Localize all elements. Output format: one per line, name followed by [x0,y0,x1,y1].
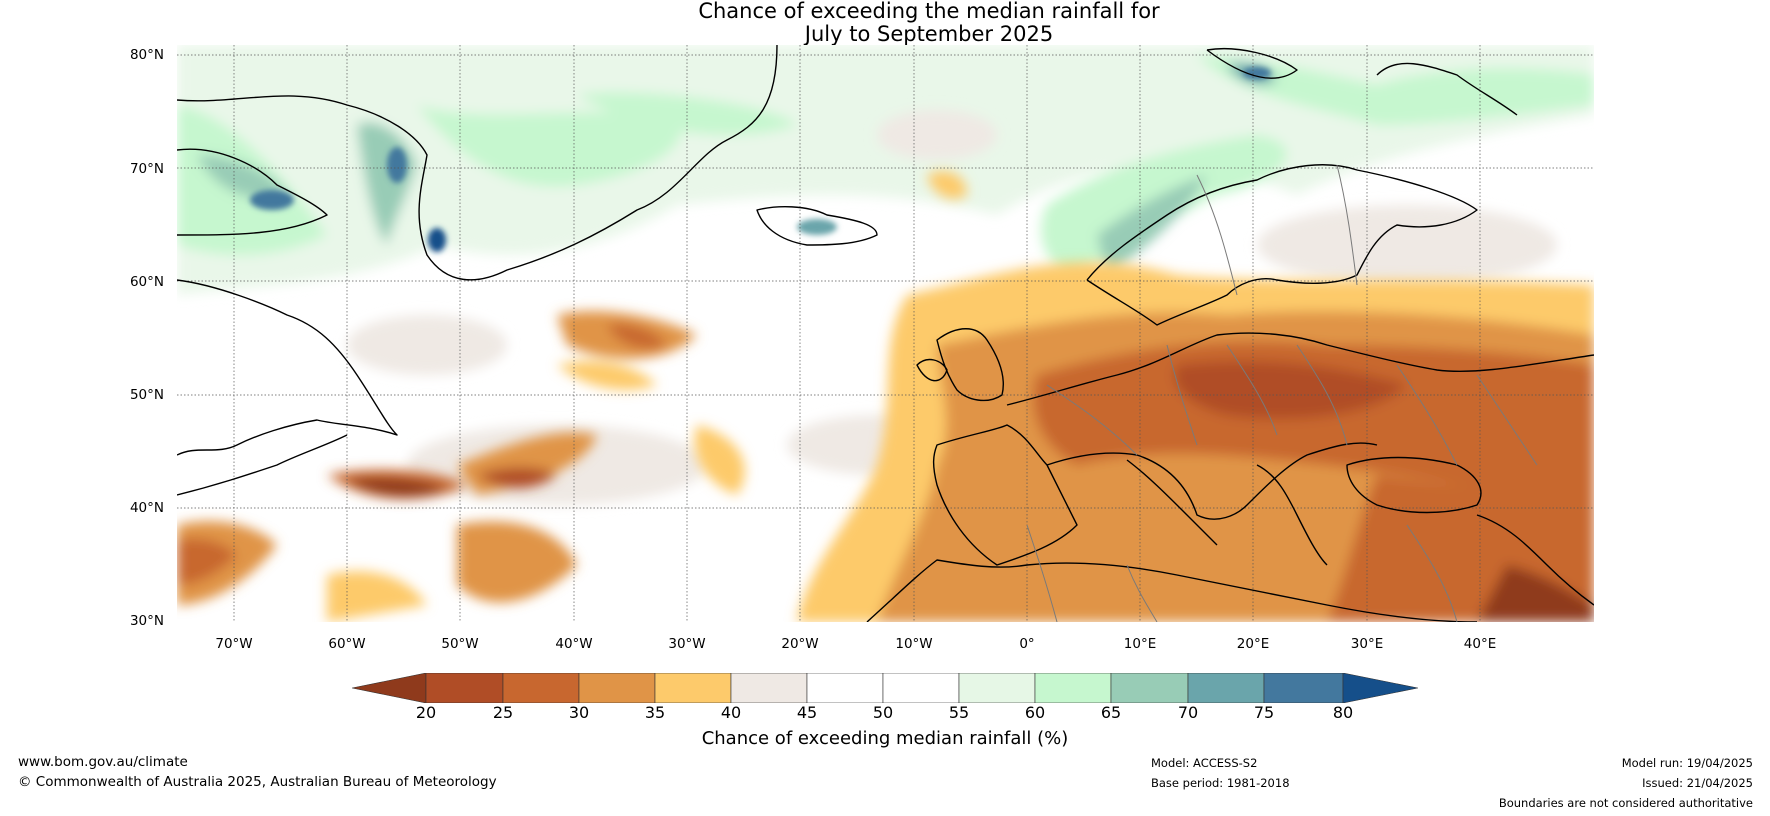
colorbar-tick: 65 [1100,703,1122,722]
colorbar-tick: 75 [1253,703,1275,722]
lon-label-20e: 20°E [1236,636,1270,652]
colorbar-segment [1187,673,1265,703]
colorbar-tick: 55 [948,703,970,722]
colorbar-segment [502,673,580,703]
colorbar-tick: 50 [872,703,894,722]
colorbar-segment [425,673,504,703]
lon-label-40e: 40°E [1463,636,1497,652]
lon-label-30w: 30°W [668,636,706,652]
lat-label-80n: 80°N [129,47,164,63]
model-run-date: Model run: 19/04/2025 [1621,756,1753,770]
colorbar-segment [1263,673,1344,703]
boundaries-disclaimer: Boundaries are not considered authoritat… [1498,796,1753,810]
colorbar-segment [958,673,1036,703]
colorbar-tick: 45 [796,703,818,722]
national-borders [1026,164,1538,622]
colorbar-tick: 25 [492,703,514,722]
colorbar-tick: 40 [720,703,742,722]
colorbar-tick: 70 [1177,703,1199,722]
model-info: Model: ACCESS-S2 [1151,756,1258,770]
wet-signal-areas [177,45,1594,295]
lon-label-10w: 10°W [895,636,933,652]
coastlines [177,45,1594,622]
base-period-info: Base period: 1981-2018 [1151,776,1290,790]
colorbar [352,673,1418,703]
colorbar-low-extension [352,673,427,703]
lon-label-40w: 40°W [555,636,593,652]
lon-label-70w: 70°W [215,636,253,652]
lon-label-10e: 10°E [1123,636,1157,652]
lat-label-70n: 70°N [129,161,164,177]
lat-label-40n: 40°N [129,500,164,516]
map-title-line-1: Chance of exceeding the median rainfall … [698,0,1160,23]
lat-label-60n: 60°N [129,274,164,290]
lat-label-30n: 30°N [129,613,164,629]
colorbar-tick: 60 [1024,703,1046,722]
colorbar-segment [882,673,960,703]
copyright-notice: © Commonwealth of Australia 2025, Austra… [18,774,497,790]
dry-signal-areas [177,171,1594,622]
colorbar-tick: 20 [415,703,437,722]
lon-label-0: 0° [1019,636,1035,652]
colorbar-label: Chance of exceeding median rainfall (%) [701,728,1069,749]
rainfall-probability-map [177,45,1594,622]
colorbar-high-extension [1342,673,1418,703]
graticule [177,45,1594,622]
colorbar-tick: 30 [568,703,590,722]
colorbar-tick: 35 [644,703,666,722]
lon-label-60w: 60°W [328,636,366,652]
website-link[interactable]: www.bom.gov.au/climate [18,754,188,770]
lat-label-50n: 50°N [129,387,164,403]
issued-date: Issued: 21/04/2025 [1642,776,1753,790]
lon-label-20w: 20°W [781,636,819,652]
colorbar-segment [578,673,656,703]
colorbar-segment [654,673,732,703]
lon-label-30e: 30°E [1350,636,1384,652]
lon-label-50w: 50°W [441,636,479,652]
colorbar-segment [730,673,808,703]
colorbar-tick: 80 [1332,703,1354,722]
map-title-line-2: July to September 2025 [804,22,1054,46]
strong-wet-spots [250,67,1271,252]
colorbar-segment [1034,673,1112,703]
colorbar-segment [1110,673,1189,703]
colorbar-segment [806,673,884,703]
